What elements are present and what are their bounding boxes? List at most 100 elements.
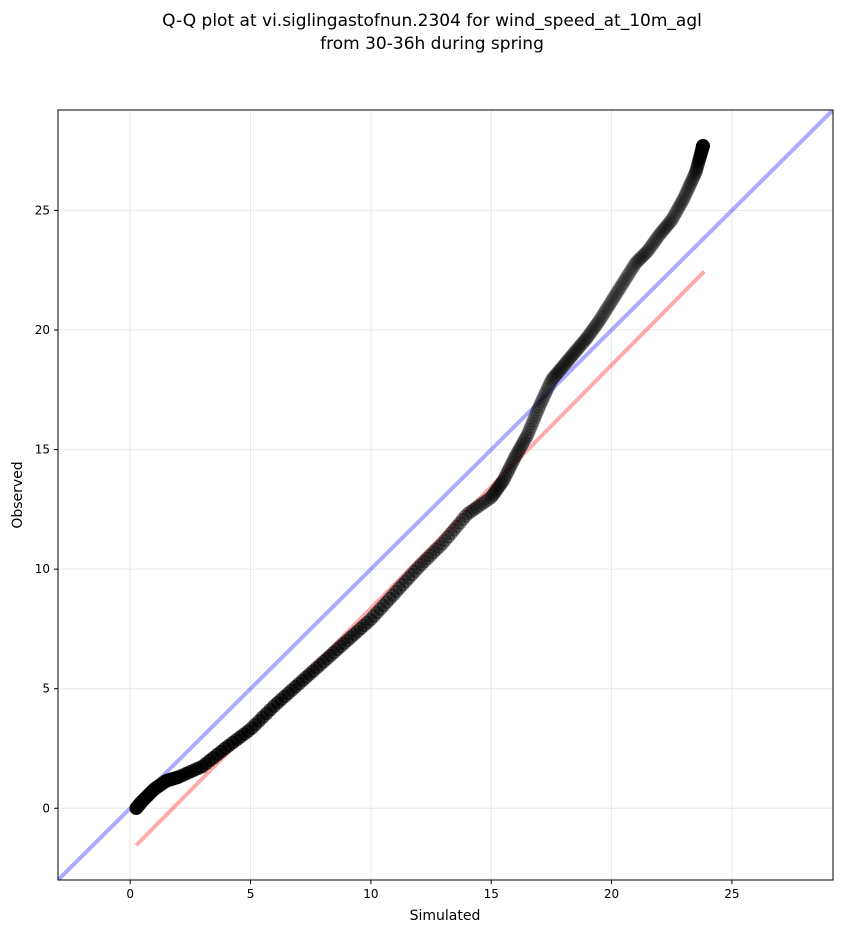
data-point: [678, 187, 693, 201]
data-point: [696, 139, 710, 153]
data-point: [696, 138, 710, 153]
data-point: [696, 139, 710, 153]
data-point: [680, 183, 695, 198]
data-point: [696, 139, 710, 154]
data-point: [643, 240, 658, 255]
data-point: [678, 188, 692, 203]
data-point: [695, 141, 710, 155]
data-point: [696, 139, 710, 153]
data-point: [565, 348, 580, 362]
data-point: [581, 329, 595, 344]
data-point: [626, 259, 641, 274]
data-point: [653, 226, 668, 240]
data-point: [695, 139, 710, 154]
data-point: [695, 139, 710, 154]
data-point: [695, 139, 710, 154]
data-point: [694, 146, 708, 161]
data-point: [564, 349, 579, 364]
data-point: [696, 139, 710, 153]
data-point: [696, 138, 710, 153]
data-point: [649, 231, 664, 246]
data-point: [688, 167, 702, 181]
data-point: [695, 141, 710, 156]
data-point: [636, 248, 650, 263]
data-point: [675, 193, 690, 208]
data-point: [395, 577, 410, 592]
data-point: [662, 216, 676, 231]
data-point: [693, 147, 708, 162]
data-point: [696, 138, 710, 153]
data-point: [688, 165, 703, 180]
data-point: [695, 140, 710, 155]
data-point: [652, 227, 667, 242]
data-point: [574, 337, 589, 352]
data-point: [640, 244, 654, 259]
data-point: [695, 140, 710, 155]
data-point: [686, 170, 701, 185]
data-point: [657, 222, 672, 237]
data-point: [687, 167, 702, 182]
data-point: [592, 313, 607, 328]
data-point: [514, 439, 529, 454]
data-point: [648, 233, 663, 248]
data-point: [432, 539, 447, 554]
data-point: [696, 138, 710, 153]
data-point: [586, 322, 601, 336]
data-point: [600, 300, 615, 315]
data-point: [694, 143, 709, 158]
data-point: [620, 269, 635, 284]
data-point: [573, 338, 588, 353]
data-point: [695, 139, 710, 154]
data-point: [644, 239, 658, 254]
data-point: [687, 167, 702, 182]
data-point: [686, 171, 700, 186]
data-point: [624, 262, 639, 277]
data-point: [675, 193, 690, 207]
data-point: [486, 486, 501, 501]
data-point: [694, 145, 709, 160]
data-point: [689, 164, 703, 179]
data-point: [695, 139, 710, 154]
data-point: [603, 296, 618, 311]
data-point: [690, 158, 705, 173]
data-point: [533, 397, 548, 412]
data-point: [548, 369, 562, 383]
data-point: [696, 139, 710, 153]
data-point: [693, 147, 708, 162]
data-point: [659, 219, 674, 234]
data-point: [549, 367, 563, 382]
data-point: [695, 141, 710, 156]
data-point: [478, 494, 493, 509]
data-point: [696, 138, 710, 153]
data-point: [528, 408, 543, 423]
data-point: [695, 141, 710, 156]
data-point: [689, 161, 704, 176]
data-point: [691, 154, 706, 169]
data-point: [696, 139, 710, 154]
data-point: [645, 238, 660, 252]
data-point: [691, 156, 706, 171]
data-point: [695, 141, 710, 155]
data-point: [426, 545, 441, 560]
data-point: [461, 506, 476, 521]
data-point: [692, 153, 706, 168]
data-point: [677, 189, 692, 204]
data-point: [608, 287, 623, 302]
data-point: [641, 243, 656, 258]
data-point: [694, 146, 708, 161]
data-point: [662, 215, 677, 230]
data-point: [619, 270, 634, 285]
data-point: [695, 142, 710, 157]
data-point: [658, 220, 673, 235]
data-point: [665, 212, 680, 227]
data-point: [455, 512, 470, 527]
data-points: [129, 138, 710, 816]
data-point: [489, 483, 504, 497]
data-point: [541, 380, 556, 394]
data-point: [636, 248, 651, 263]
data-point: [695, 140, 710, 155]
data-point: [694, 144, 709, 159]
data-point: [516, 434, 531, 449]
data-point: [676, 192, 691, 206]
